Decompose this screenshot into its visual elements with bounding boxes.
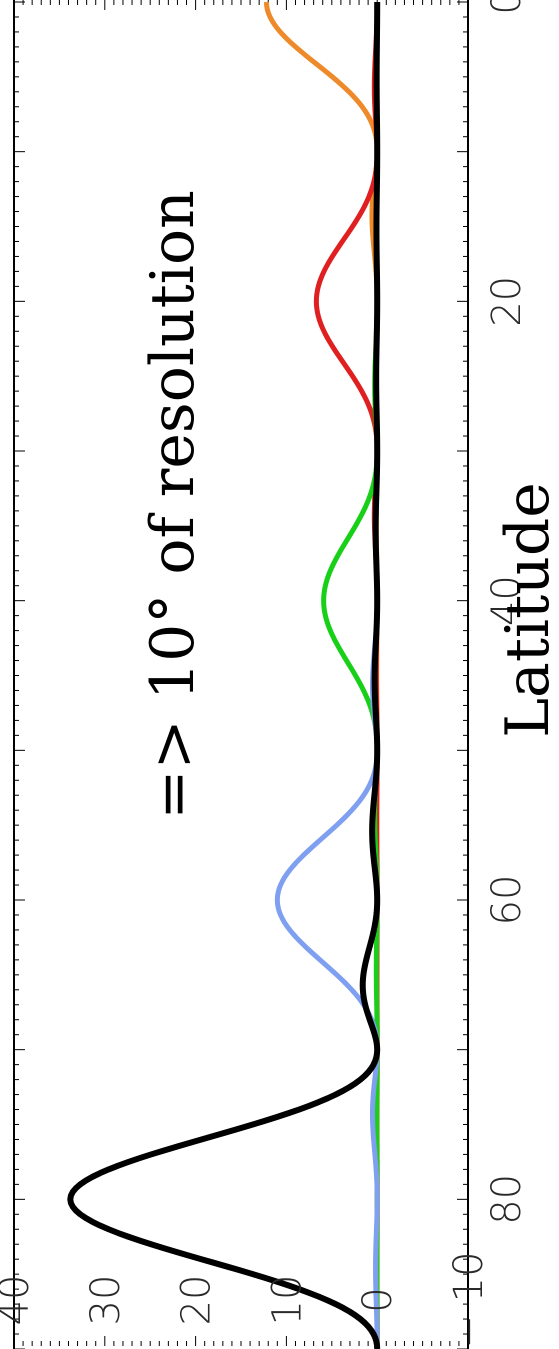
- x-axis-label: Latitude: [493, 482, 559, 738]
- x-tick-label: 40: [484, 575, 530, 626]
- x-tick-label: 0: [484, 0, 530, 15]
- y-tick-label: − 10: [446, 1251, 492, 1348]
- annotation: => 10° of resolution: [138, 190, 208, 819]
- chart-text: => 10° of resolution Latitude: [138, 190, 559, 819]
- axes: [13, 0, 469, 1349]
- tick-labels: 40 30 20 10 0 − 10 0 20 40 60 80: [0, 0, 530, 1349]
- series-line-4: [67, 2, 381, 1349]
- series-line-2: [321, 2, 380, 1349]
- x-tick-label: 80: [484, 1174, 530, 1225]
- series-lines: [67, 1, 381, 1349]
- series-line-1: [313, 1, 380, 1349]
- series-line-3: [274, 2, 380, 1349]
- y-tick-label: 40: [0, 1275, 38, 1326]
- x-tick-label: 20: [484, 276, 530, 327]
- y-tick-label: 0: [355, 1287, 401, 1312]
- y-tick-label: 20: [174, 1275, 220, 1326]
- y-tick-label: 30: [83, 1275, 129, 1326]
- x-tick-label: 60: [484, 875, 530, 926]
- y-tick-label: 10: [264, 1275, 310, 1326]
- series-line-0: [263, 1, 380, 1349]
